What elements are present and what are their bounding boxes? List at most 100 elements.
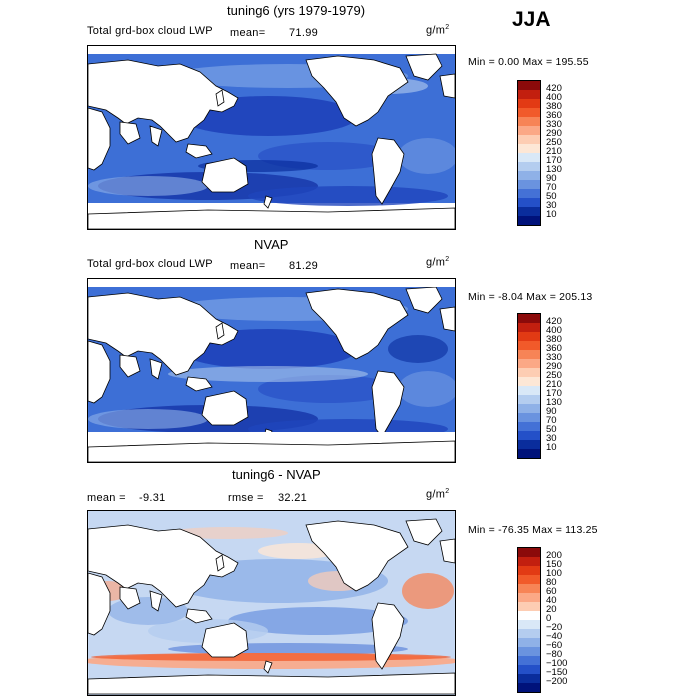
land-outline [185, 376, 213, 392]
colorbar-swatch [518, 422, 540, 431]
colorbar-tick-label: 60 [546, 586, 557, 597]
land-outline [439, 73, 455, 99]
colorbar-swatch [518, 323, 540, 332]
colorbar-tick-label: 20 [546, 604, 557, 615]
colorbar-swatch [518, 593, 540, 602]
colorbar-tick-label: 290 [546, 361, 562, 372]
colorbar-tick-label: 130 [546, 397, 562, 408]
panel-2-min-max: Min = -8.04 Max = 205.13 [468, 291, 593, 303]
colorbar-swatch [518, 440, 540, 449]
colorbar-swatch [518, 575, 540, 584]
panel-1-map [87, 45, 456, 230]
colorbar-swatch [518, 566, 540, 575]
land-outline [88, 340, 111, 404]
land-outline [439, 306, 455, 332]
colorbar-tick-label: 200 [546, 550, 562, 561]
colorbar-swatch [518, 314, 540, 323]
colorbar-swatch [518, 350, 540, 359]
colorbar-swatch [518, 126, 540, 135]
panel-3-map [87, 510, 456, 696]
colorbar-tick-label: 330 [546, 119, 562, 130]
colorbar-swatch [518, 404, 540, 413]
colorbar-tick-label: 400 [546, 92, 562, 103]
map-canvas [88, 53, 455, 229]
panel-2-field-label: Total grd-box cloud LWP [87, 258, 213, 270]
panel-2-colorbar [517, 313, 541, 459]
land-outline [201, 622, 249, 658]
land-outline [215, 89, 225, 107]
land-outline [215, 554, 225, 572]
colorbar-swatch [518, 332, 540, 341]
colorbar-tick-label: 400 [546, 325, 562, 336]
panel-1-field-label: Total grd-box cloud LWP [87, 25, 213, 37]
colorbar-tick-label: −200 [546, 676, 568, 687]
colorbar-swatch [518, 180, 540, 189]
panel-3-mean-label: mean = [87, 492, 126, 504]
map-canvas [88, 279, 455, 462]
land-outline [119, 586, 141, 610]
colorbar-tick-label: 80 [546, 577, 557, 588]
colorbar-tick-label: −80 [546, 649, 563, 660]
colorbar-swatch [518, 674, 540, 683]
land-outline [405, 286, 443, 314]
land-outline [439, 538, 455, 564]
colorbar-tick-label: 50 [546, 191, 557, 202]
panel-1-colorbar [517, 80, 541, 226]
colorbar-swatch [518, 449, 540, 458]
colorbar-tick-label: 380 [546, 334, 562, 345]
colorbar-tick-label: 210 [546, 146, 562, 157]
colorbar-swatch [518, 602, 540, 611]
colorbar-tick-label: 250 [546, 137, 562, 148]
land-outline [88, 207, 455, 229]
land-outline [215, 322, 225, 340]
colorbar-tick-label: 70 [546, 415, 557, 426]
colorbar-swatch [518, 665, 540, 674]
panel-3-rmse-label: rmse = [228, 492, 264, 504]
colorbar-tick-label: −150 [546, 667, 568, 678]
colorbar-tick-label: 250 [546, 370, 562, 381]
colorbar-tick-label: 10 [546, 209, 557, 220]
colorbar-tick-label: 210 [546, 379, 562, 390]
colorbar-swatch [518, 189, 540, 198]
panel-2-title: NVAP [254, 237, 289, 252]
panel-1-min-max: Min = 0.00 Max = 195.55 [468, 56, 589, 68]
colorbar-tick-label: 360 [546, 110, 562, 121]
colorbar-swatch [518, 656, 540, 665]
colorbar-swatch [518, 377, 540, 386]
colorbar-swatch [518, 431, 540, 440]
colorbar-tick-label: 40 [546, 595, 557, 606]
panel-1-units: g/m2 [426, 24, 450, 37]
map-canvas [88, 511, 455, 695]
land-outline [149, 358, 163, 380]
land-outline [149, 125, 163, 147]
colorbar-swatch [518, 638, 540, 647]
colorbar-tick-label: 380 [546, 101, 562, 112]
colorbar-tick-label: 70 [546, 182, 557, 193]
land-outline [88, 107, 111, 171]
panel-1-mean-value: 71.99 [289, 27, 319, 39]
panel-2-mean-value: 81.29 [289, 260, 319, 272]
land-outline [88, 572, 111, 636]
panel-3-rmse-value: 32.21 [278, 492, 308, 504]
colorbar-swatch [518, 386, 540, 395]
land-outline [371, 602, 405, 670]
colorbar-tick-label: −100 [546, 658, 568, 669]
colorbar-swatch [518, 359, 540, 368]
land-outline [201, 157, 249, 193]
colorbar-tick-label: 30 [546, 200, 557, 211]
colorbar-swatch [518, 117, 540, 126]
colorbar-swatch [518, 90, 540, 99]
colorbar-tick-label: −60 [546, 640, 563, 651]
colorbar-tick-label: 30 [546, 433, 557, 444]
land-outline [201, 390, 249, 426]
land-outline [185, 608, 213, 624]
colorbar-swatch [518, 341, 540, 350]
colorbar-swatch [518, 135, 540, 144]
panel-3-mean-value: -9.31 [139, 492, 166, 504]
colorbar-tick-label: 360 [546, 343, 562, 354]
colorbar-swatch [518, 81, 540, 90]
panel-2-map [87, 278, 456, 463]
panel-3-title: tuning6 - NVAP [232, 467, 321, 482]
colorbar-tick-label: 10 [546, 442, 557, 453]
land-outline [371, 370, 405, 438]
